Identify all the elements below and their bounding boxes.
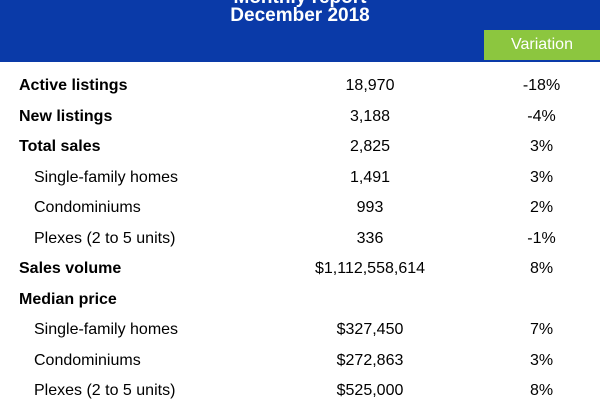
row-variation: 2% [529, 199, 554, 216]
row-value: 336 [356, 229, 384, 247]
row-variation: 7% [529, 321, 554, 338]
row-variation: -1% [527, 229, 556, 247]
row-value: 1,491 [349, 168, 391, 186]
row-label: Single-family homes [34, 321, 179, 338]
row-value: $327,450 [336, 321, 404, 338]
row-label: Condominiums [34, 199, 141, 216]
row-label: Active listings [19, 77, 128, 94]
row-value: $272,863 [336, 351, 404, 369]
row-variation: 8% [529, 260, 554, 277]
table-row: Plexes (2 to 5 units) 336 -1% [0, 225, 600, 256]
row-variation: 3% [529, 168, 554, 186]
row-value: 18,970 [345, 77, 395, 94]
row-value: 993 [356, 199, 384, 216]
row-value: $1,112,558,614 [314, 260, 426, 277]
table-row: Condominiums $272,863 3% [0, 347, 600, 378]
row-label: Sales volume [19, 260, 122, 277]
row-value: 3,188 [349, 107, 391, 125]
table-row: New listings 3,188 -4% [0, 103, 600, 134]
report-period: December 2018 [230, 5, 370, 26]
report-title-clipped: Monthly report [0, 0, 600, 9]
row-label: Plexes (2 to 5 units) [34, 229, 176, 247]
table-row: Sales volume $1,112,558,614 8% [0, 255, 600, 286]
table-row: Single-family homes 1,491 3% [0, 164, 600, 195]
row-label: Condominiums [34, 351, 141, 369]
row-label: Single-family homes [34, 168, 179, 186]
table-row: Median price [0, 286, 600, 317]
row-value: 2,825 [349, 138, 391, 155]
table-row: Plexes (2 to 5 units) $525,000 8% [0, 377, 600, 400]
table-row: Active listings 18,970 -18% [0, 72, 600, 103]
table-row: Condominiums 993 2% [0, 194, 600, 225]
variation-column-header: Variation [484, 30, 600, 60]
row-label: Total sales [19, 138, 101, 155]
row-variation: 3% [529, 351, 554, 369]
table-row: Single-family homes $327,450 7% [0, 316, 600, 347]
row-label: Median price [19, 290, 117, 308]
row-variation: -4% [527, 107, 556, 125]
row-label: New listings [19, 107, 113, 125]
table-row: Total sales 2,825 3% [0, 133, 600, 164]
row-label: Plexes (2 to 5 units) [34, 382, 176, 399]
statistics-rows: Active listings 18,970 -18% New listings 3,1… [0, 72, 600, 400]
row-value: $525,000 [336, 382, 404, 399]
row-variation: 3% [529, 138, 554, 155]
row-variation: -18% [522, 77, 561, 94]
row-variation: 8% [529, 382, 554, 399]
